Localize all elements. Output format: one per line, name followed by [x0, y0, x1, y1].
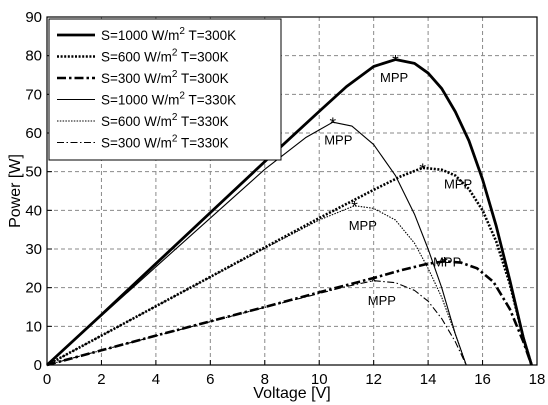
legend-label-main: S=300 W/m [101, 136, 172, 151]
legend-label-main: S=1000 W/m [101, 28, 179, 43]
legend-label: S=600 W/m2 T=330K [101, 112, 229, 129]
mpp-label: MPP [368, 293, 396, 308]
plot-frame [46, 16, 538, 366]
legend-label-rest: T=300K [177, 71, 228, 86]
mpp-label: MPP [380, 70, 408, 85]
legend-label: S=600 W/m2 T=300K [101, 48, 229, 65]
y-tick-label: 40 [25, 202, 42, 219]
legend-label-sup: 2 [172, 48, 178, 59]
legend-label-rest: T=330K [177, 136, 228, 151]
x-axis-label: Voltage [V] [253, 385, 330, 402]
x-tick-label: 14 [420, 371, 437, 388]
legend-label-sup: 2 [179, 26, 185, 37]
mpp-marker: * [441, 253, 448, 272]
legend-box [48, 18, 282, 161]
y-tick-label: 30 [25, 241, 42, 258]
legend-label-sup: 2 [172, 69, 178, 80]
y-tick-label: 90 [25, 9, 42, 26]
legend-label-sup: 2 [179, 91, 185, 102]
legend-label-rest: T=330K [185, 93, 236, 108]
legend-label-sup: 2 [172, 134, 178, 145]
tick-labels: 0 2 4 6 8 10 12 14 16 18 0 10 20 30 40 50 60 70 80 90 [25, 9, 545, 388]
y-tick-label: 50 [25, 164, 42, 181]
legend-label-main: S=1000 W/m [101, 93, 179, 108]
mpp-marker: * [419, 160, 426, 179]
legend-label-main: S=600 W/m [101, 114, 172, 129]
series-lines [46, 58, 533, 367]
legend-label-sup: 2 [172, 112, 178, 123]
y-tick-label: 70 [25, 86, 42, 103]
y-tick-label: 10 [25, 318, 42, 335]
series-line [46, 205, 467, 366]
x-tick-label: 2 [97, 371, 105, 388]
legend-label: S=300 W/m2 T=300K [101, 69, 229, 86]
mpp-label: MPP [433, 254, 461, 269]
legend-label-rest: T=330K [177, 114, 228, 129]
x-tick-label: 8 [261, 371, 269, 388]
y-axis-label: Power [W] [7, 154, 24, 228]
y-tick-label: 0 [34, 357, 42, 374]
legend-label-main: S=600 W/m [101, 50, 172, 65]
x-tick-label: 4 [152, 371, 160, 388]
series-line [46, 121, 467, 366]
series-line [46, 58, 533, 367]
legend-label: S=1000 W/m2 T=330K [101, 91, 236, 108]
legend-label: S=1000 W/m2 T=300K [101, 26, 236, 43]
mpp-label: MPP [324, 133, 352, 148]
series-line [46, 260, 533, 367]
y-tick-label: 60 [25, 125, 42, 142]
legend-label-rest: T=300K [185, 28, 236, 43]
x-tick-label: 10 [311, 371, 328, 388]
y-tick-label: 20 [25, 280, 42, 297]
legend-label-main: S=300 W/m [101, 71, 172, 86]
mpp-marker: * [392, 52, 399, 71]
x-tick-label: 16 [474, 371, 491, 388]
legend-label-rest: T=300K [177, 50, 228, 65]
series-line [46, 166, 533, 367]
series-line [46, 280, 467, 366]
legend-label: S=300 W/m2 T=330K [101, 134, 229, 151]
x-tick-label: 18 [529, 371, 546, 388]
x-tick-label: 12 [365, 371, 382, 388]
mpp-marker: * [370, 273, 377, 292]
mpp-marker: * [351, 198, 358, 217]
x-tick-label: 6 [206, 371, 214, 388]
mpp-annotations: *MPP*MPP*MPP*MPP*MPP*MPP [324, 52, 472, 309]
x-tick-label: 0 [43, 371, 51, 388]
mpp-label: MPP [444, 176, 472, 191]
y-tick-label: 80 [25, 48, 42, 65]
mpp-marker: * [330, 114, 337, 133]
mpp-label: MPP [349, 218, 377, 233]
